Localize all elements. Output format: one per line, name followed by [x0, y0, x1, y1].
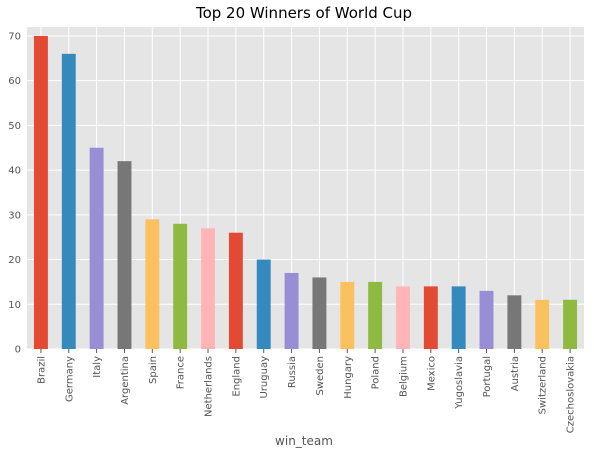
x-tick-label: Uruguay	[259, 356, 270, 399]
bar-czechoslovakia	[563, 299, 578, 349]
y-axis-ticks: 0 10 20 30 40 50 60 70	[8, 31, 21, 355]
x-tick-label: Yugoslavia	[454, 356, 465, 410]
bars	[33, 35, 578, 349]
bar-austria	[507, 295, 522, 349]
bar-belgium	[396, 286, 410, 349]
x-tick-label: Mexico	[426, 356, 437, 391]
y-tick-label: 10	[8, 300, 21, 311]
x-tick-label: France	[176, 356, 187, 389]
bar-germany	[61, 53, 76, 349]
x-tick-label: Hungary	[343, 356, 354, 399]
y-tick-label: 50	[8, 121, 21, 132]
x-tick-label: Sweden	[315, 356, 326, 396]
x-axis-label: win_team	[275, 434, 333, 448]
x-tick-label: Italy	[92, 356, 103, 378]
x-tick-label: Austria	[510, 356, 521, 391]
x-tick-label: Switzerland	[538, 356, 549, 414]
bar-poland	[368, 281, 383, 349]
x-tick-label: Netherlands	[204, 356, 215, 417]
bar-portugal	[479, 290, 494, 349]
y-tick-label: 60	[8, 76, 21, 87]
x-tick-label: Czechoslovakia	[566, 356, 577, 433]
bar-spain	[145, 219, 160, 349]
x-tick-label: Brazil	[36, 356, 47, 384]
x-tick-label: Germany	[64, 356, 75, 402]
x-tick-label: Russia	[287, 356, 298, 388]
bar-yugoslavia	[451, 286, 466, 349]
bar-england	[228, 232, 243, 349]
x-axis-ticks: Brazil Germany Italy Argentina Spain France Ne…	[36, 349, 577, 433]
bar-sweden	[312, 277, 327, 349]
y-tick-label: 20	[8, 255, 21, 266]
chart-title: Top 20 Winners of World Cup	[195, 4, 412, 22]
bar-brazil	[33, 35, 48, 349]
y-tick-label: 30	[8, 210, 21, 221]
y-tick-label: 70	[8, 31, 21, 42]
bar-switzerland	[535, 299, 550, 349]
bar-russia	[284, 272, 299, 349]
bar-italy	[89, 147, 104, 349]
x-tick-label: Poland	[371, 356, 382, 389]
x-tick-label: England	[231, 356, 242, 397]
bar-netherlands	[201, 228, 215, 349]
y-tick-label: 0	[15, 345, 21, 356]
bar-argentina	[117, 161, 132, 349]
y-tick-label: 40	[8, 166, 21, 177]
bar-hungary	[340, 281, 355, 349]
x-tick-label: Belgium	[398, 356, 409, 397]
bar-mexico	[423, 286, 438, 349]
x-tick-label: Portugal	[482, 356, 493, 397]
x-tick-label: Spain	[148, 356, 159, 384]
x-tick-label: Argentina	[120, 356, 131, 405]
bar-uruguay	[256, 259, 271, 349]
bar-france	[173, 223, 188, 349]
plot-background	[27, 27, 584, 349]
